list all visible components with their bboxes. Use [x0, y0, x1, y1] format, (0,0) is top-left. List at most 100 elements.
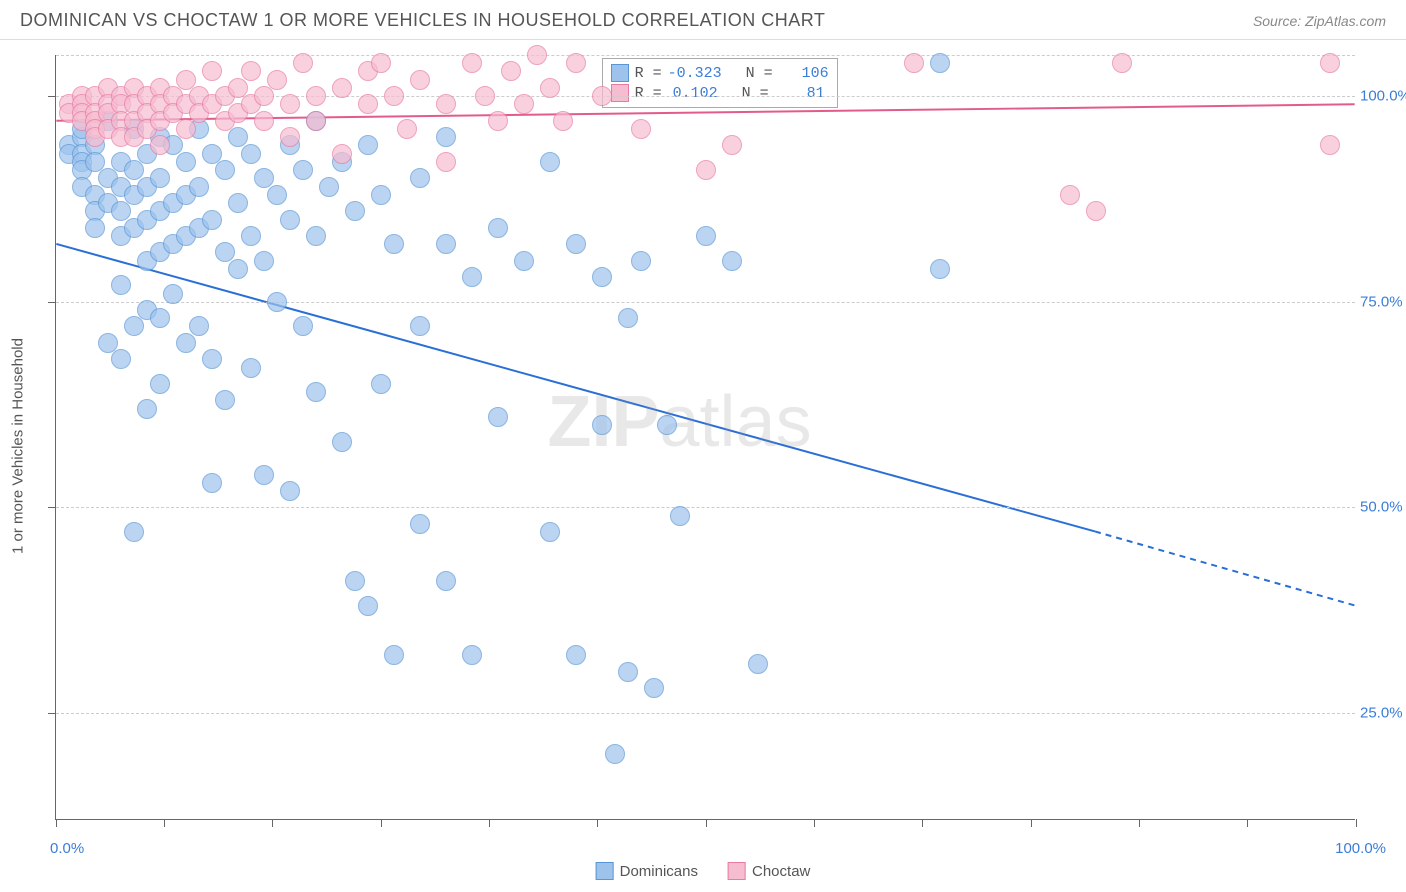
scatter-point — [566, 645, 586, 665]
scatter-point — [293, 53, 313, 73]
scatter-point — [111, 349, 131, 369]
scatter-point — [592, 267, 612, 287]
scatter-point — [150, 374, 170, 394]
legend-swatch — [728, 862, 746, 880]
scatter-point — [254, 111, 274, 131]
scatter-point — [462, 267, 482, 287]
x-tick — [381, 819, 382, 827]
stat-n-label: N = — [724, 85, 769, 102]
scatter-point — [540, 152, 560, 172]
scatter-point — [930, 53, 950, 73]
scatter-point — [540, 522, 560, 542]
scatter-point — [202, 61, 222, 81]
scatter-point — [306, 86, 326, 106]
scatter-point — [241, 226, 261, 246]
scatter-point — [436, 571, 456, 591]
stat-r-label: R = — [635, 85, 662, 102]
x-tick — [1356, 819, 1357, 827]
scatter-point — [410, 514, 430, 534]
x-tick — [272, 819, 273, 827]
legend-stats-row: R =0.102 N =81 — [611, 83, 829, 103]
chart-title: DOMINICAN VS CHOCTAW 1 OR MORE VEHICLES … — [20, 10, 825, 31]
y-tick-label: 100.0% — [1360, 88, 1406, 105]
scatter-point — [397, 119, 417, 139]
watermark: ZIPatlas — [547, 381, 811, 463]
scatter-point — [293, 316, 313, 336]
scatter-point — [267, 70, 287, 90]
scatter-point — [345, 201, 365, 221]
scatter-point — [696, 160, 716, 180]
gridline-h — [56, 507, 1355, 508]
scatter-point — [514, 251, 534, 271]
scatter-point — [371, 53, 391, 73]
scatter-point — [306, 382, 326, 402]
scatter-point — [241, 144, 261, 164]
scatter-point — [410, 168, 430, 188]
scatter-point — [488, 407, 508, 427]
y-tick — [48, 507, 56, 508]
scatter-point — [189, 316, 209, 336]
scatter-point — [163, 284, 183, 304]
scatter-point — [345, 571, 365, 591]
x-tick — [1247, 819, 1248, 827]
scatter-point — [722, 251, 742, 271]
scatter-point — [566, 234, 586, 254]
scatter-point — [1320, 135, 1340, 155]
legend-swatch — [596, 862, 614, 880]
scatter-point — [137, 399, 157, 419]
scatter-point — [150, 168, 170, 188]
scatter-point — [150, 135, 170, 155]
scatter-point — [202, 349, 222, 369]
scatter-point — [215, 160, 235, 180]
y-tick-label: 50.0% — [1360, 499, 1406, 516]
scatter-point — [228, 259, 248, 279]
scatter-point — [332, 78, 352, 98]
scatter-point — [657, 415, 677, 435]
x-tick — [1031, 819, 1032, 827]
scatter-point — [358, 135, 378, 155]
scatter-point — [228, 193, 248, 213]
scatter-point — [384, 234, 404, 254]
watermark-rest: atlas — [659, 382, 811, 462]
legend-swatch — [611, 64, 629, 82]
scatter-point — [241, 358, 261, 378]
scatter-point — [488, 218, 508, 238]
scatter-point — [254, 86, 274, 106]
scatter-point — [384, 86, 404, 106]
scatter-point — [462, 53, 482, 73]
x-tick — [489, 819, 490, 827]
scatter-point — [267, 185, 287, 205]
scatter-point — [410, 316, 430, 336]
scatter-point — [410, 70, 430, 90]
scatter-point — [306, 111, 326, 131]
legend-label: Dominicans — [620, 863, 698, 880]
scatter-point — [670, 506, 690, 526]
scatter-point — [527, 45, 547, 65]
scatter-point — [1060, 185, 1080, 205]
gridline-h — [56, 302, 1355, 303]
scatter-point — [436, 127, 456, 147]
scatter-point — [1112, 53, 1132, 73]
scatter-point — [176, 152, 196, 172]
scatter-point — [176, 119, 196, 139]
scatter-point — [111, 275, 131, 295]
y-tick-label: 75.0% — [1360, 293, 1406, 310]
scatter-point — [124, 522, 144, 542]
stat-r-value: 0.102 — [668, 85, 718, 102]
scatter-point — [436, 94, 456, 114]
scatter-point — [540, 78, 560, 98]
scatter-point — [280, 210, 300, 230]
scatter-point — [930, 259, 950, 279]
scatter-point — [319, 177, 339, 197]
stat-n-label: N = — [728, 65, 773, 82]
scatter-point — [696, 226, 716, 246]
scatter-point — [202, 210, 222, 230]
scatter-point — [722, 135, 742, 155]
scatter-point — [215, 390, 235, 410]
scatter-point — [267, 292, 287, 312]
y-tick-label: 25.0% — [1360, 705, 1406, 722]
x-tick — [922, 819, 923, 827]
legend-stats-box: R =-0.323 N =106R =0.102 N =81 — [602, 58, 838, 108]
chart-header: DOMINICAN VS CHOCTAW 1 OR MORE VEHICLES … — [0, 0, 1406, 40]
scatter-point — [176, 333, 196, 353]
